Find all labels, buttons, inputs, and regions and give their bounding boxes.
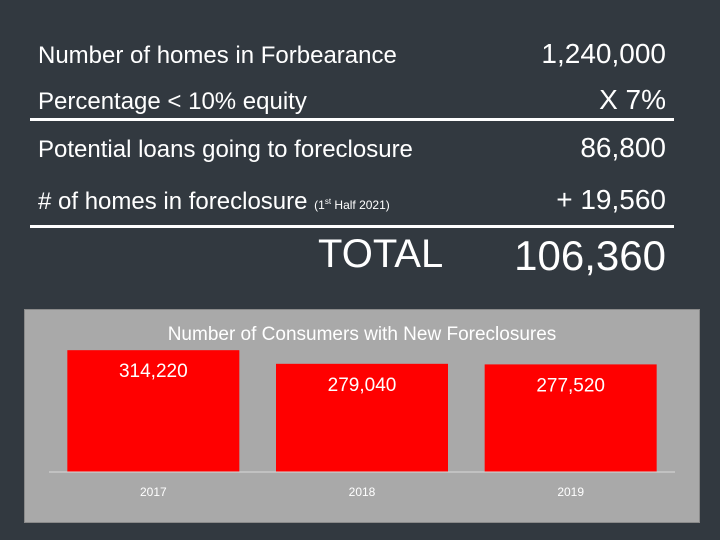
in-foreclosure-label-group: # of homes in foreclosure (1st Half 2021… (38, 188, 390, 216)
data-label-2017: 314,220 (119, 361, 188, 382)
bar-2019 (484, 364, 657, 472)
in-foreclosure-note: (1st Half 2021) (314, 197, 390, 212)
tick-label-2019: 2019 (557, 485, 584, 499)
forbearance-label: Number of homes in Forbearance (38, 42, 397, 69)
chart-panel: Number of Consumers with New Foreclosure… (24, 309, 700, 523)
note-sup: st (324, 197, 332, 206)
bar-2017 (67, 350, 240, 472)
bar-2018 (276, 363, 448, 472)
total-value: 106,360 (514, 232, 666, 279)
summary-row-equity: Percentage < 10% equity X 7% (38, 84, 666, 116)
summary-row-potential: Potential loans going to foreclosure 86,… (38, 132, 666, 164)
data-label-2018: 279,040 (328, 375, 397, 396)
in-foreclosure-label: # of homes in foreclosure (38, 188, 308, 215)
note-pre: (1 (314, 198, 325, 212)
divider-top (30, 118, 674, 121)
potential-label: Potential loans going to foreclosure (38, 136, 413, 163)
tick-label-2017: 2017 (140, 485, 167, 499)
equity-value: X 7% (599, 84, 666, 115)
data-label-2019: 277,520 (536, 375, 605, 396)
note-post: Half 2021) (331, 198, 390, 212)
equity-label: Percentage < 10% equity (38, 88, 307, 115)
chart-title: Number of Consumers with New Foreclosure… (168, 324, 557, 345)
potential-value: 86,800 (580, 132, 666, 163)
summary-row-in-foreclosure: # of homes in foreclosure (1st Half 2021… (38, 184, 666, 216)
tick-label-2018: 2018 (349, 485, 376, 499)
divider-bottom (30, 225, 674, 228)
foreclosure-bar-chart: Number of Consumers with New Foreclosure… (49, 324, 675, 499)
in-foreclosure-value: + 19,560 (556, 184, 666, 215)
summary-row-forbearance: Number of homes in Forbearance 1,240,000 (38, 38, 666, 70)
total-label: TOTAL (318, 232, 444, 276)
forbearance-value: 1,240,000 (541, 38, 666, 69)
